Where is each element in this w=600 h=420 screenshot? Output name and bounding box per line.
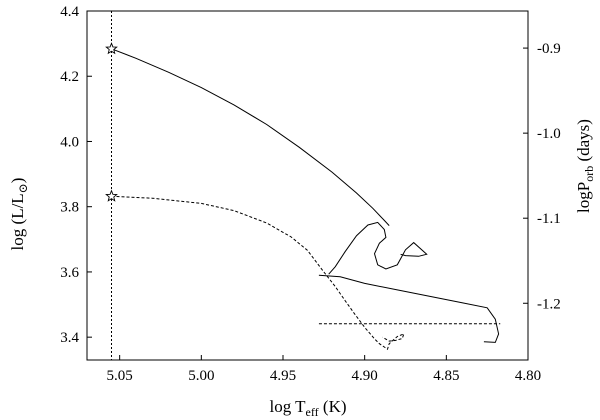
track-series-2 xyxy=(328,221,428,275)
right-y-axis-title: logPorb (days) xyxy=(574,119,596,213)
plot-area xyxy=(86,10,529,361)
star-marker xyxy=(105,189,118,202)
y-right-tick-label: -1.0 xyxy=(537,126,561,142)
star-layer xyxy=(105,42,118,202)
x-tick-label: 4.80 xyxy=(515,368,541,384)
x-tick-label: 4.90 xyxy=(352,368,378,384)
left-y-axis-ticks: 3.4 3.6 3.8 4.0 4.2 4.4 xyxy=(60,4,92,346)
x-tick-label: 4.85 xyxy=(433,368,459,384)
y-right-tick-label: -1.1 xyxy=(537,211,561,227)
star-marker xyxy=(105,42,118,55)
x-axis-title: log Teff (K) xyxy=(269,397,346,419)
y-left-tick-label: 4.4 xyxy=(60,4,79,20)
left-y-axis-title: log (L/L⊙) xyxy=(8,178,30,251)
y-left-tick-label: 4.2 xyxy=(60,69,79,85)
y-right-tick-label: -1.2 xyxy=(537,296,561,312)
x-tick-label: 5.00 xyxy=(188,368,214,384)
y-left-tick-label: 4.0 xyxy=(60,134,79,150)
track-series-4 xyxy=(111,195,405,350)
right-y-axis-ticks: -0.9 -1.0 -1.1 -1.2 xyxy=(523,41,561,312)
track-series-3 xyxy=(318,274,500,343)
y-left-tick-label: 3.4 xyxy=(60,330,79,346)
y-right-tick-label: -0.9 xyxy=(537,41,561,57)
y-left-tick-label: 3.6 xyxy=(60,265,79,281)
y-left-tick-label: 3.8 xyxy=(60,200,79,216)
x-tick-label: 5.05 xyxy=(107,368,133,384)
marker-layer xyxy=(111,11,501,360)
x-tick-label: 4.95 xyxy=(270,368,296,384)
series-layer xyxy=(111,48,500,350)
plot-frame xyxy=(86,10,529,361)
x-axis-ticks: 5.05 5.00 4.95 4.90 4.85 4.80 xyxy=(107,355,541,384)
track-series-1 xyxy=(111,48,390,226)
